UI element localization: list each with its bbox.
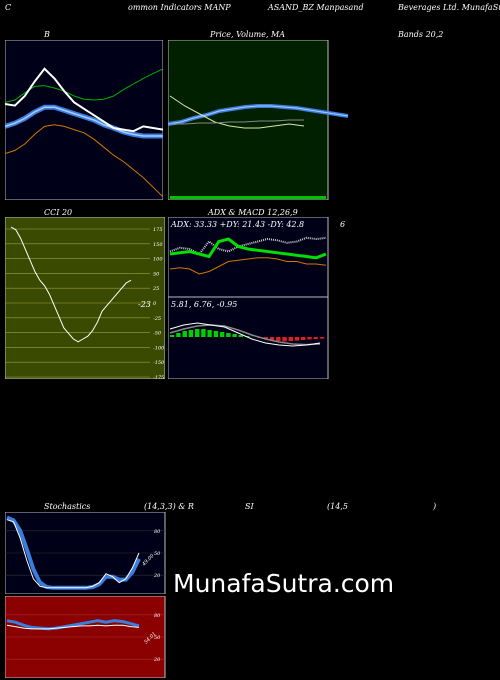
pm-volume-bars <box>170 196 326 199</box>
macd-hist-bar <box>307 337 312 340</box>
macd-hist-bar <box>170 335 175 337</box>
rsi-params: (14,5 <box>327 502 348 511</box>
cci-tick-label: 150 <box>153 242 163 248</box>
header-part-3: ASAND_BZ Manpasand <box>268 3 364 12</box>
macd-panel: 5.81, 6.76, -0.95 <box>168 297 329 379</box>
stoch-tick-label: 20 <box>153 573 161 579</box>
cci-tick-label: 25 <box>152 286 159 292</box>
pm-ma-blue-core <box>168 105 349 125</box>
cci-tick-label: -175 <box>153 375 164 379</box>
bollinger-bg <box>5 40 163 200</box>
cci-tick-label: -100 <box>153 345 165 351</box>
macd-hist-bar <box>182 331 187 337</box>
bollinger-title-right: Bands 20,2 <box>398 30 444 39</box>
cci-panel: 175 150 100 50 25 0 -25 -50 -100 -150 -175 -23 <box>5 217 165 379</box>
adx-line <box>169 237 327 260</box>
cci-current-label: -23 <box>138 300 151 309</box>
macd-hist-bar <box>238 335 243 337</box>
watermark: MunafaSutra.com <box>173 569 395 598</box>
cci-tick-label: -150 <box>153 360 165 366</box>
bb-upper-line <box>5 68 163 103</box>
cci-tick-label: 0 <box>153 301 157 307</box>
header-part-1: C <box>5 3 12 12</box>
cci-title: CCI 20 <box>44 208 73 217</box>
cci-tick-label: 175 <box>153 227 163 233</box>
stoch-title: Stochastics <box>44 502 91 511</box>
macd-hist-bar <box>269 337 275 340</box>
stoch-params: (14,3,3) & R <box>144 502 194 511</box>
header-part-4: Beverages Ltd. MunafaSutra.com <box>398 3 500 12</box>
rsi-tick-label: 50 <box>154 635 161 641</box>
macd-hist-bar <box>288 337 293 341</box>
adx-plus-di-line <box>169 257 327 275</box>
macd-hist-bar <box>195 329 200 337</box>
macd-line <box>169 322 321 347</box>
adx-readout: ADX: 33.33 +DY: 21.43 -DY: 42.8 <box>170 220 304 229</box>
cci-line <box>10 226 132 343</box>
cci-tick-label: 50 <box>153 271 160 277</box>
bollinger-panel <box>5 40 163 200</box>
cci-bg <box>5 217 165 379</box>
macd-hist-bar <box>207 330 212 337</box>
macd-hist-bar <box>301 337 306 340</box>
bb-lower-line <box>5 124 163 198</box>
cci-tick-label: -50 <box>153 331 162 337</box>
macd-hist-bar <box>219 332 225 337</box>
rsi-tick-label: 20 <box>153 657 161 663</box>
macd-hist-bar <box>294 337 300 341</box>
cci-tick-label: -25 <box>153 316 161 322</box>
macd-hist-bar <box>188 330 194 337</box>
rsi-line <box>6 619 140 631</box>
macd-readout: 5.81, 6.76, -0.95 <box>171 300 237 309</box>
rsi-tick-label: 80 <box>154 613 161 619</box>
macd-hist-bar <box>319 337 325 339</box>
adx-title: ADX & MACD 12,26,9 <box>208 208 298 217</box>
stoch-tick-label: 80 <box>154 529 161 535</box>
pm-ma-white <box>170 119 304 125</box>
adx-panel: ADX: 33.33 +DY: 21.43 -DY: 42.8 <box>168 217 329 297</box>
cci-tick-label: 100 <box>153 257 163 263</box>
mfi-line <box>6 624 140 630</box>
stoch-k-line <box>6 519 140 589</box>
bollinger-title-mid: Price, Volume, MA <box>210 30 286 39</box>
macd-hist-bar <box>276 337 281 341</box>
macd-signal-line <box>169 324 321 346</box>
rsi-title: SI <box>245 502 254 511</box>
rsi-paren: ) <box>433 502 437 511</box>
macd-hist-bar <box>201 329 206 337</box>
bb-price-line <box>5 67 163 133</box>
price-ma-panel <box>168 40 349 200</box>
macd-hist-bar <box>213 331 219 337</box>
stoch-tick-label: 50 <box>154 551 161 557</box>
bollinger-title-left: B <box>44 30 50 39</box>
adx-minus-di-line <box>169 236 327 256</box>
pm-price-line <box>169 95 305 129</box>
macd-hist-bar <box>282 337 287 342</box>
bb-middle-line <box>5 106 163 137</box>
macd-hist-bar <box>232 334 237 337</box>
macd-hist-bar <box>176 333 181 337</box>
right-number: 6 <box>340 220 346 229</box>
macd-hist-bar <box>313 337 318 339</box>
macd-hist-bar <box>226 333 231 337</box>
macd-hist-bar <box>263 337 268 339</box>
header-part-2: ommon Indicators MANP <box>128 3 231 12</box>
